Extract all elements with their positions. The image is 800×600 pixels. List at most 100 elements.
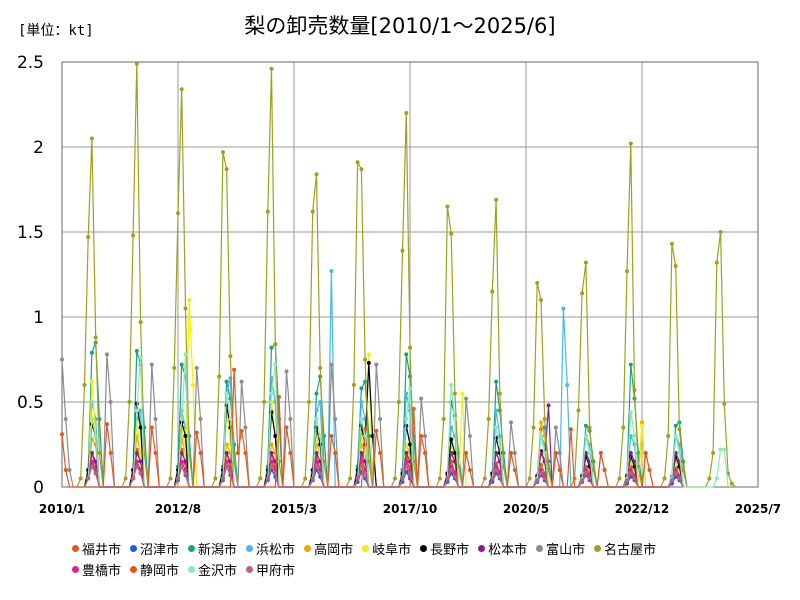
data-point	[632, 388, 637, 393]
unit-label: [単位：kt]	[18, 23, 94, 39]
data-point	[78, 476, 83, 481]
data-point	[449, 437, 454, 442]
data-point	[131, 476, 136, 481]
legend-label: 甲府市	[256, 564, 296, 579]
data-point	[557, 451, 562, 455]
data-point	[153, 451, 158, 455]
data-point	[217, 374, 222, 379]
data-point	[374, 362, 379, 367]
data-point	[134, 464, 139, 469]
data-point	[669, 241, 674, 246]
data-point	[314, 391, 319, 396]
data-point	[89, 136, 94, 141]
data-point	[535, 478, 540, 483]
data-point	[542, 451, 547, 455]
data-point	[179, 362, 184, 367]
data-point	[228, 354, 233, 359]
data-point	[228, 471, 233, 476]
data-point	[310, 476, 315, 481]
legend-item: 金沢市	[188, 559, 237, 580]
x-tick-label: 2012/8	[155, 502, 201, 516]
data-point	[213, 476, 218, 481]
data-point	[628, 451, 633, 455]
data-point	[512, 468, 517, 472]
data-point	[269, 66, 274, 71]
data-point	[647, 468, 652, 472]
data-point	[621, 425, 626, 430]
data-point	[539, 434, 543, 438]
data-point	[194, 430, 199, 435]
data-point	[531, 425, 536, 430]
data-point	[277, 394, 281, 399]
data-point	[419, 396, 424, 401]
data-point	[104, 352, 109, 357]
data-point	[598, 451, 603, 455]
data-point	[243, 425, 248, 430]
data-point	[288, 451, 293, 455]
data-point	[400, 476, 405, 481]
data-point	[284, 425, 289, 430]
data-point	[681, 468, 686, 472]
legend-label: 長野市	[430, 543, 470, 558]
data-point	[583, 260, 588, 265]
data-point	[497, 442, 502, 447]
data-point	[677, 451, 682, 455]
data-point	[539, 298, 543, 302]
data-point	[273, 434, 278, 438]
y-tick-label: 0.5	[17, 393, 44, 413]
data-point	[228, 417, 233, 421]
data-point	[329, 269, 334, 274]
data-point	[640, 423, 644, 428]
data-point	[718, 230, 723, 234]
legend-marker	[130, 566, 138, 573]
data-point	[714, 260, 719, 265]
data-point	[449, 468, 454, 472]
legend-item: 福井市	[72, 538, 121, 559]
data-point	[363, 471, 368, 476]
data-point	[224, 379, 229, 384]
data-point	[393, 476, 397, 481]
legend-label: 松本市	[488, 543, 528, 558]
y-tick-label: 1.5	[17, 223, 44, 243]
data-point	[363, 434, 368, 438]
legend-marker	[188, 566, 196, 573]
data-point	[411, 406, 416, 411]
data-point	[138, 459, 143, 464]
data-point	[408, 345, 412, 350]
legend-label: 高岡市	[314, 543, 354, 558]
data-point	[224, 451, 229, 455]
data-point	[722, 401, 727, 406]
data-point	[179, 87, 184, 92]
data-point	[482, 476, 487, 481]
data-point	[89, 379, 94, 384]
data-point	[134, 451, 139, 455]
data-point	[628, 471, 633, 476]
data-point	[269, 451, 274, 455]
data-point	[632, 434, 637, 438]
data-point	[269, 442, 274, 447]
data-point	[396, 400, 401, 404]
data-point	[509, 420, 513, 425]
data-point	[576, 408, 581, 413]
data-point	[404, 417, 409, 421]
data-point	[239, 379, 244, 384]
data-point	[60, 357, 64, 362]
data-point	[60, 432, 64, 437]
data-point	[366, 360, 371, 365]
legend-item: 甲府市	[246, 559, 295, 580]
data-point	[310, 209, 315, 214]
data-point	[408, 471, 412, 476]
data-point	[452, 451, 457, 455]
data-point	[86, 476, 91, 481]
data-point	[176, 211, 180, 216]
data-point	[539, 420, 543, 425]
legend-label: 豊橋市	[82, 564, 122, 579]
data-point	[359, 167, 364, 172]
legend-marker	[362, 545, 370, 552]
legend-marker	[72, 545, 79, 552]
data-point	[89, 451, 94, 455]
data-point	[220, 150, 225, 155]
data-point	[378, 451, 383, 455]
data-point	[711, 451, 716, 455]
data-point	[258, 476, 263, 481]
